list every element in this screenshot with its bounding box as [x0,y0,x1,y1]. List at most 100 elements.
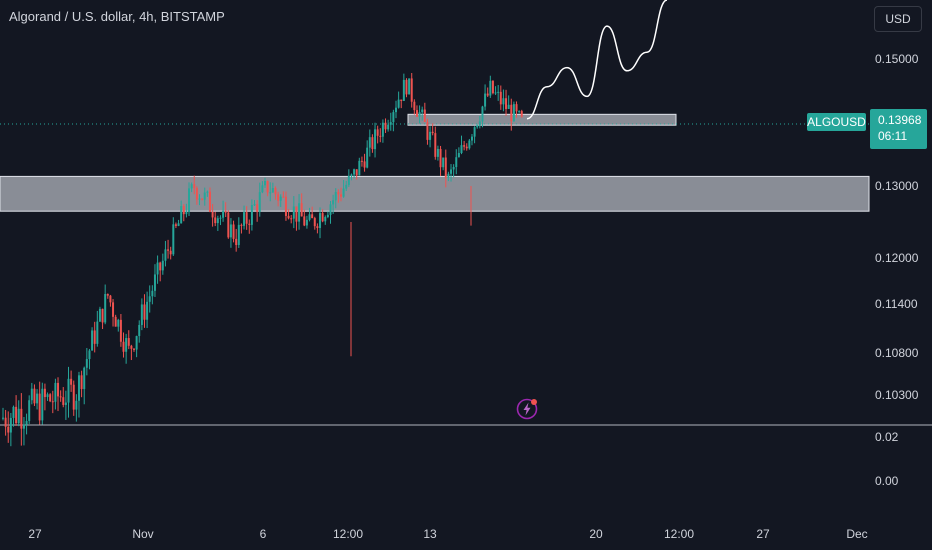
candle-body [109,295,112,303]
candle-body [190,184,193,189]
time-tick: 27 [28,527,42,541]
lightning-alert-icon[interactable] [516,398,538,420]
candle-body [326,214,329,218]
candle-body [392,112,395,123]
price-tick: 0.10300 [875,388,919,402]
candle-body [146,301,149,320]
candle-body [400,99,403,101]
candle-body [67,378,70,403]
candle-body [59,396,62,398]
candle-body [232,224,235,239]
time-tick: 12:00 [663,527,695,541]
candle-body [148,296,151,302]
candle-body [274,188,277,195]
candle-body [470,136,473,141]
candle-body [22,424,25,429]
candle-body [36,393,39,404]
candle-body [282,196,285,198]
candle-body [431,131,434,134]
time-tick: 27 [756,527,770,541]
candle-body [96,321,99,344]
time-tick: 13 [423,527,437,541]
candle-body [206,191,209,193]
candle-body [57,382,60,397]
candle-body [227,212,230,238]
candle-body [203,192,206,200]
candle-body [408,78,411,95]
candle-body [261,185,264,193]
candle-body [360,160,363,162]
candle-body [127,338,130,346]
candle-body [70,378,73,385]
candle-body [284,196,287,216]
candle-body [374,129,377,150]
candle-body [515,104,518,112]
candle-body [502,98,505,105]
candle-body [43,388,46,398]
candle-body [93,330,96,344]
candle-body [389,122,392,125]
candle-body [235,238,238,245]
candle-body [444,157,447,178]
time-tick: Dec [846,527,868,541]
candle-body [363,161,366,168]
indicator-tick: 0.00 [875,474,899,488]
candle-body [208,191,211,212]
candle-body [216,218,219,224]
candle-body [397,99,400,108]
candle-body [460,145,463,154]
candle-body [240,224,243,226]
candle-body [237,224,240,245]
candle-body [415,110,418,117]
candle-body [250,205,253,225]
candle-body [337,192,340,195]
candle-body [468,140,471,149]
candle-body [112,302,115,317]
candle-body [434,133,437,157]
candle-body [347,175,350,185]
candle-body [54,382,57,402]
currency-button[interactable]: USD [874,6,922,32]
candle-body [7,426,10,433]
candle-body [410,78,413,102]
candle-body [439,148,442,168]
candle-body [342,188,345,197]
candle-body [211,211,214,218]
candle-body [46,394,49,398]
candle-body [62,397,65,405]
candle-body [308,214,311,220]
candle-body [287,215,290,219]
candle-body [188,188,191,212]
candle-body [114,316,117,327]
candle-body [452,167,455,170]
candle-body [366,147,369,168]
candle-body [38,393,41,421]
candle-body [384,122,387,130]
projection-path [526,0,668,120]
candle-body [277,194,280,201]
indicator-tick: 0.02 [875,430,899,444]
candle-body [125,338,128,352]
candle-body [245,212,248,224]
candle-body [303,216,306,226]
candle-body [15,406,18,424]
candle-body [473,127,476,137]
chart-title: Algorand / U.S. dollar, 4h, BITSTAMP [9,9,225,24]
candle-body [292,206,295,219]
candle-body [402,79,405,101]
current-price-tag: 0.13968 06:11 [870,109,927,149]
candle-body [264,181,266,186]
time-tick: 12:00 [332,527,364,541]
candle-body [169,250,172,255]
candle-body [465,146,468,149]
candle-body [177,223,180,226]
candle-body [518,111,521,113]
candle-body [426,121,429,140]
candle-body [201,198,204,200]
candle-body [64,402,67,405]
price-tick: 0.15000 [875,52,919,66]
candle-body [491,80,494,94]
candle-body [20,408,23,429]
candle-body [30,388,33,401]
